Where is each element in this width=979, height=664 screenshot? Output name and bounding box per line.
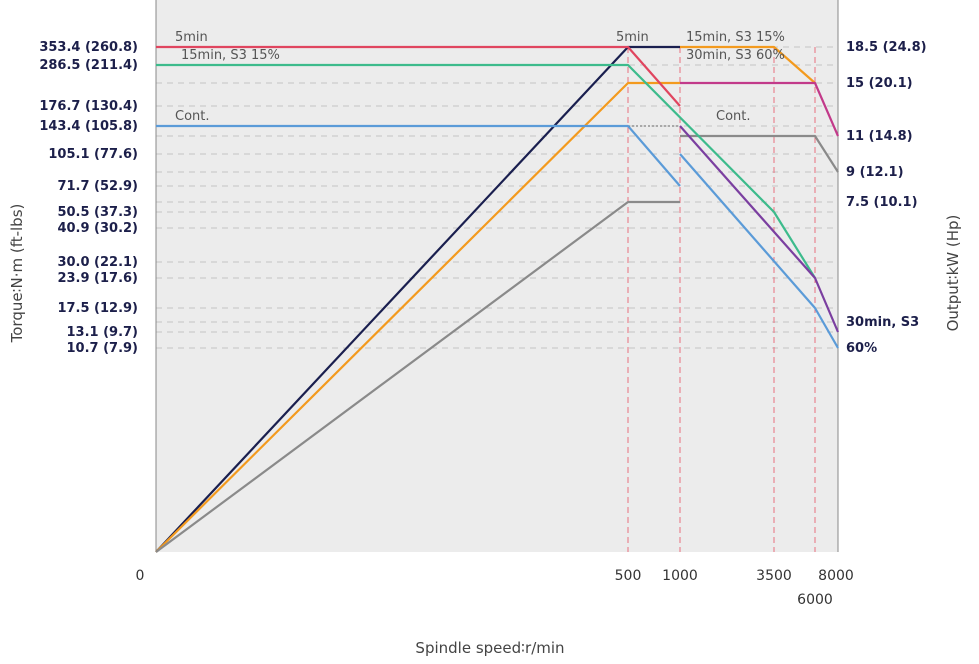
curve-annotation: 15min, S3 15% [686,30,785,45]
torque-series-line [679,153,839,349]
curve-annotation: Cont. [716,109,751,124]
torque-tick-label: 286.5 (211.4) [39,58,138,73]
power-tick-label: 9 (12.1) [846,165,904,180]
torque-tick-label: 143.4 (105.8) [39,119,138,134]
power-series-line [155,200,680,553]
power-tick-label: 18.5 (24.8) [846,40,927,55]
vertical-reference-lines [627,47,816,552]
power-tick-labels: 18.5 (24.8) 15 (20.1) 11 (14.8) 9 (12.1) 7.5… [846,40,927,356]
torque-tick-label: 176.7 (130.4) [39,99,138,114]
power-series-line [680,45,816,84]
curve-annotation: Cont. [175,109,210,124]
power-tick-label: 15 (20.1) [846,76,913,91]
speed-tick-label: 1000 [662,568,698,584]
curve-annotation: 5min [175,30,208,45]
torque-tick-label: 71.7 (52.9) [57,179,138,194]
torque-tick-label: 13.1 (9.7) [66,325,138,340]
speed-tick-labels: 0 500 1000 3500 6000 8000 [136,568,854,608]
power-series-line [680,134,839,173]
power-series-line [155,81,680,553]
torque-tick-labels: 353.4 (260.8) 286.5 (211.4) 176.7 (130.4) 1… [39,40,138,356]
torque-tick-label: 10.7 (7.9) [66,341,138,356]
speed-tick-label: 6000 [797,592,833,608]
torque-tick-label: 30.0 (22.1) [57,255,138,270]
speed-tick-label: 0 [136,568,145,584]
plot-background [156,0,838,552]
power-tick-label: 30min, S3 [846,315,919,330]
y-axis-title-left: Torque∶N·m (ft-lbs) [8,204,26,344]
curve-annotation: 15min, S3 15% [181,48,280,63]
speed-tick-label: 8000 [818,568,854,584]
torque-tick-label: 17.5 (12.9) [57,301,138,316]
curve-annotation: 5min [616,30,649,45]
torque-tick-label: 23.9 (17.6) [57,271,138,286]
torque-series-line [156,124,681,187]
torque-tick-label: 40.9 (30.2) [57,221,138,236]
speed-tick-label: 3500 [756,568,792,584]
power-tick-label: 7.5 (10.1) [846,195,918,210]
x-axis-title: Spindle speed∶r/min [415,639,564,657]
series-lines [155,45,840,553]
power-tick-label: 60% [846,341,877,356]
torque-tick-label: 105.1 (77.6) [48,147,138,162]
torque-series-line [156,45,681,107]
speed-tick-label: 500 [615,568,642,584]
power-tick-label: 11 (14.8) [846,129,913,144]
torque-tick-label: 50.5 (37.3) [57,205,138,220]
power-series-line [680,81,840,137]
torque-series-line [156,63,816,279]
y-axis-title-right: Output∶kW (Hp) [944,215,962,332]
annotations: 5min 15min, S3 15% Cont. 5min 15min, S3 15% 3… [175,30,785,124]
torque-series-line [679,125,840,333]
curve-annotation: 30min, S3 60% [686,48,785,63]
torque-tick-label: 353.4 (260.8) [39,40,138,55]
